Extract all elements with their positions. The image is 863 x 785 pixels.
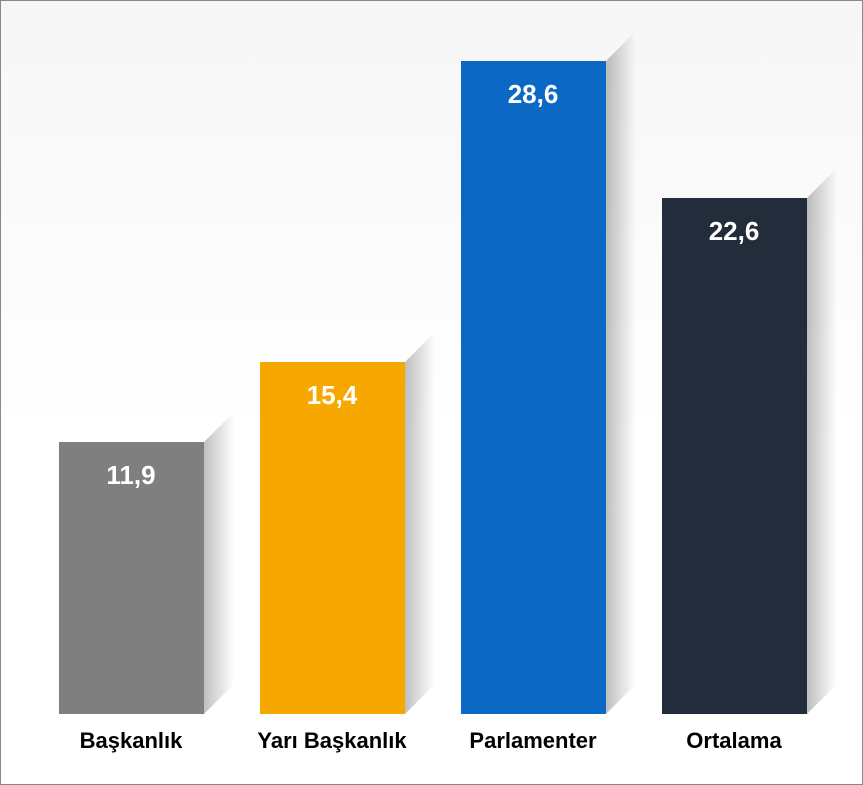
chart-frame: 11,9 15,4 28,6 22,6 Başkanlık Yarı Başka… [0, 0, 863, 785]
bar-rect: 11,9 [59, 442, 204, 714]
bar-value-label: 11,9 [59, 460, 204, 491]
bar-rect: 28,6 [461, 61, 606, 714]
plot-area: 11,9 15,4 28,6 22,6 [31, 31, 832, 714]
bar-shadow [204, 412, 234, 714]
bar-value-label: 15,4 [260, 380, 405, 411]
bar-shadow [606, 31, 636, 714]
x-axis-label: Başkanlık [31, 728, 231, 754]
bar-value-label: 28,6 [461, 79, 606, 110]
bar-shadow [807, 168, 837, 714]
bar-rect: 15,4 [260, 362, 405, 714]
x-axis-label: Ortalama [634, 728, 834, 754]
x-axis-label: Yarı Başkanlık [232, 728, 432, 754]
bar-slot: 28,6 [461, 61, 606, 714]
bar-rect: 22,6 [662, 198, 807, 714]
bar-slot: 22,6 [662, 198, 807, 714]
x-axis-label: Parlamenter [433, 728, 633, 754]
bar-slot: 15,4 [260, 362, 405, 714]
bar-shadow [405, 332, 435, 714]
bar-slot: 11,9 [59, 442, 204, 714]
bar-value-label: 22,6 [662, 216, 807, 247]
